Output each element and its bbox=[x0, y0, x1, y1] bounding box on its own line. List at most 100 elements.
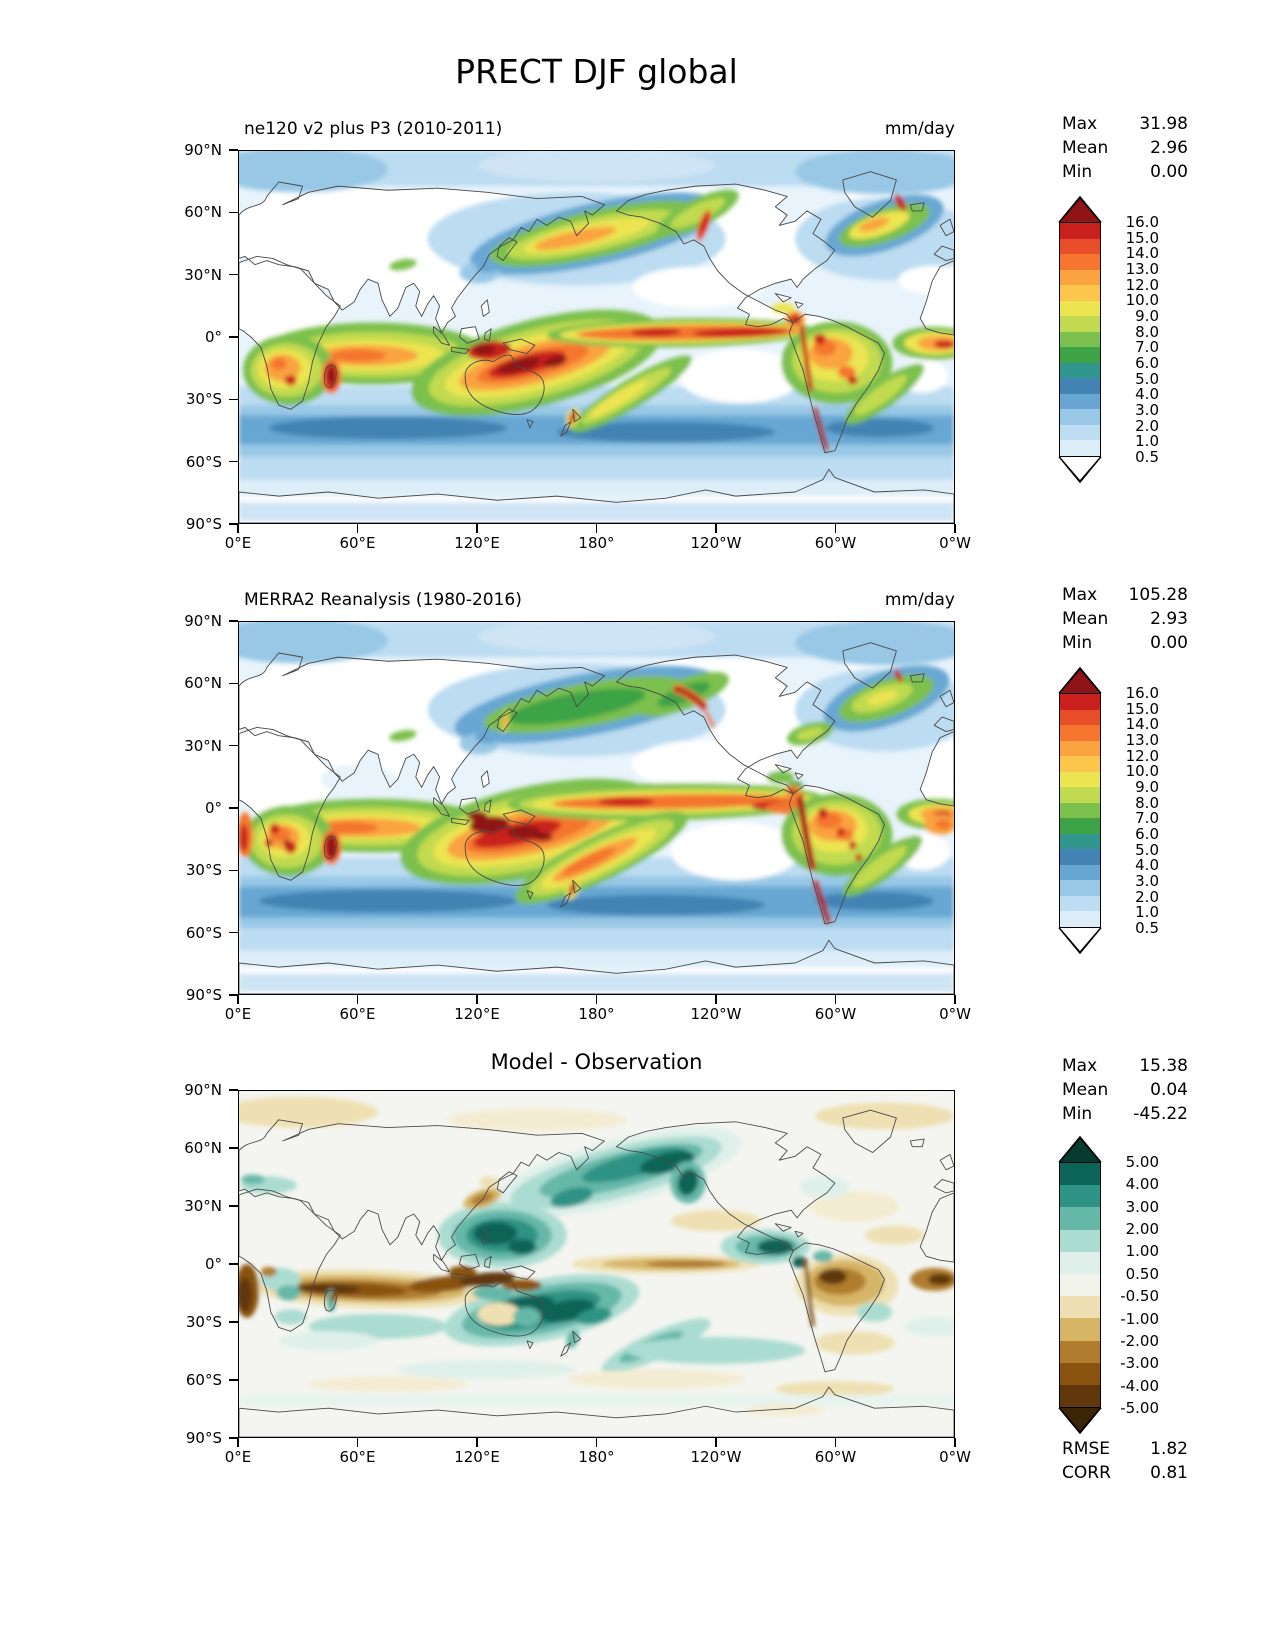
stat-row: Max 105.28 bbox=[1062, 583, 1188, 607]
x-tick-label: 60°W bbox=[814, 534, 857, 552]
panel1-subtitle: ne120 v2 plus P3 (2010-2011) bbox=[244, 119, 503, 139]
colorbar-tick-label: 0.5 bbox=[1135, 919, 1159, 937]
colorbar-tick-label: 16.0 bbox=[1125, 684, 1159, 702]
x-tick-mark bbox=[476, 1438, 478, 1447]
colorbar-band bbox=[1060, 223, 1100, 239]
x-tick-mark bbox=[476, 524, 478, 533]
y-tick-mark bbox=[229, 273, 238, 276]
y-tick-mark bbox=[229, 620, 238, 622]
y-tick-label: 30°N bbox=[184, 736, 222, 755]
colorbar-tick-label: 4.0 bbox=[1135, 385, 1159, 404]
colorbar-tick-label: 0.5 bbox=[1135, 448, 1159, 466]
colorbar-body bbox=[1059, 222, 1101, 457]
colorbar-band bbox=[1060, 709, 1100, 726]
stat-row: Min 0.00 bbox=[1062, 160, 1188, 184]
colorbar-band bbox=[1060, 440, 1100, 456]
colorbar-tick-label: 4.0 bbox=[1135, 856, 1159, 875]
colorbar-band bbox=[1060, 740, 1100, 757]
colorbar-band bbox=[1060, 1384, 1100, 1408]
x-tick-mark bbox=[715, 524, 717, 533]
panel3-rmse-corr: RMSE 1.82 CORR 0.81 bbox=[1062, 1437, 1188, 1485]
x-tick-label: 180° bbox=[578, 534, 615, 552]
colorbar-band bbox=[1060, 424, 1100, 441]
stat-label: Max bbox=[1062, 585, 1098, 605]
y-tick-label: 60°N bbox=[184, 1139, 222, 1157]
y-tick-label: 60°S bbox=[185, 452, 222, 471]
x-tick-label: 180° bbox=[578, 1005, 615, 1023]
stat-value: 31.98 bbox=[1139, 114, 1188, 134]
y-tick-mark bbox=[229, 807, 238, 809]
colorbar-band bbox=[1060, 864, 1100, 881]
x-tick-label: 180° bbox=[578, 1448, 615, 1466]
colorbar-band bbox=[1060, 378, 1100, 394]
colorbar-arrow-top bbox=[1060, 199, 1100, 222]
colorbar-arrow-bottom bbox=[1060, 928, 1100, 951]
stat-label: Mean bbox=[1062, 609, 1109, 629]
colorbar-band bbox=[1060, 1229, 1100, 1252]
colorbar-tick-label: -0.50 bbox=[1120, 1287, 1159, 1306]
colorbar-band bbox=[1060, 300, 1100, 317]
colorbar-tick-label: -2.00 bbox=[1120, 1331, 1159, 1350]
y-tick-label: 30°N bbox=[184, 1197, 222, 1215]
stat-label: Mean bbox=[1062, 1080, 1109, 1100]
y-tick-mark bbox=[229, 1379, 238, 1381]
x-tick-mark bbox=[237, 524, 239, 533]
stat-label: Max bbox=[1062, 114, 1098, 134]
colorbar-tick-label: 13.0 bbox=[1125, 731, 1159, 749]
y-tick-label: 0° bbox=[204, 328, 222, 346]
figure-title: PRECT DJF global bbox=[455, 52, 738, 91]
x-tick-mark bbox=[595, 995, 598, 1004]
colorbar-band bbox=[1060, 911, 1100, 927]
colorbar-band bbox=[1060, 802, 1100, 819]
colorbar-tick-label: 1.0 bbox=[1135, 432, 1159, 451]
stat-row: Max 31.98 bbox=[1062, 112, 1188, 136]
colorbar-band bbox=[1060, 1318, 1100, 1341]
stat-row: Mean 0.04 bbox=[1062, 1078, 1188, 1102]
stat-row: RMSE 1.82 bbox=[1062, 1437, 1188, 1461]
colorbar-band bbox=[1060, 269, 1100, 286]
stat-row: Min -45.22 bbox=[1062, 1102, 1188, 1126]
y-tick-mark bbox=[229, 994, 238, 996]
colorbar-band bbox=[1060, 1340, 1100, 1363]
y-tick-label: 90°S bbox=[185, 515, 222, 533]
colorbar-tick-label: 7.0 bbox=[1135, 809, 1159, 828]
x-tick-label: 60°W bbox=[814, 1448, 857, 1466]
y-tick-mark bbox=[229, 460, 238, 463]
colorbar-band bbox=[1060, 694, 1100, 710]
y-tick-label: 30°N bbox=[184, 265, 222, 284]
x-tick-mark bbox=[356, 524, 359, 533]
colorbar-band bbox=[1060, 331, 1100, 348]
stat-value: -45.22 bbox=[1133, 1104, 1188, 1124]
x-tick-label: 0°W bbox=[939, 1005, 971, 1023]
colorbar-arrow-bottom bbox=[1060, 457, 1100, 480]
colorbar-tick-label: 14.0 bbox=[1125, 715, 1159, 734]
y-tick-label: 90°N bbox=[184, 141, 222, 159]
colorbar-band bbox=[1060, 880, 1100, 896]
colorbar-band bbox=[1060, 316, 1100, 332]
x-tick-mark bbox=[954, 995, 956, 1004]
panel2-map-figure bbox=[239, 622, 954, 994]
x-tick-mark bbox=[595, 1438, 598, 1447]
stat-row: Min 0.00 bbox=[1062, 631, 1188, 655]
x-tick-mark bbox=[834, 524, 837, 533]
panel3-map-frame bbox=[238, 1090, 955, 1438]
colorbar-tick-label: 3.00 bbox=[1125, 1197, 1159, 1216]
colorbar-band bbox=[1060, 787, 1100, 803]
stat-label: Max bbox=[1062, 1056, 1098, 1076]
colorbar-band bbox=[1060, 818, 1100, 834]
colorbar-band bbox=[1060, 1207, 1100, 1230]
colorbar-tick-label: 0.50 bbox=[1125, 1264, 1159, 1283]
x-tick-label: 120°W bbox=[690, 534, 742, 552]
colorbar-band bbox=[1060, 238, 1100, 255]
stat-label: Min bbox=[1062, 633, 1093, 653]
x-tick-mark bbox=[715, 995, 717, 1004]
colorbar-tick-label: 5.0 bbox=[1135, 840, 1159, 859]
colorbar-band bbox=[1060, 1163, 1100, 1186]
panel1-map-frame bbox=[238, 150, 955, 524]
y-tick-mark bbox=[229, 1321, 238, 1323]
y-tick-mark bbox=[229, 398, 238, 401]
colorbar-band bbox=[1060, 895, 1100, 912]
y-tick-label: 90°N bbox=[184, 1081, 222, 1099]
x-tick-mark bbox=[595, 524, 598, 533]
